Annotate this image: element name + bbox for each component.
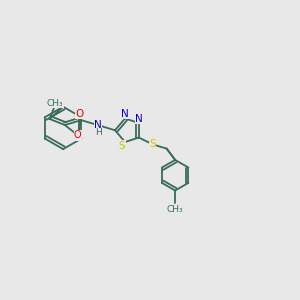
Text: CH₃: CH₃ bbox=[47, 99, 64, 108]
Text: S: S bbox=[119, 141, 125, 151]
Text: N: N bbox=[121, 109, 129, 119]
Text: CH₃: CH₃ bbox=[167, 205, 183, 214]
Text: H: H bbox=[95, 128, 101, 137]
Text: N: N bbox=[94, 120, 102, 130]
Text: N: N bbox=[135, 114, 143, 124]
Text: O: O bbox=[74, 130, 82, 140]
Text: O: O bbox=[75, 109, 83, 119]
Text: S: S bbox=[149, 140, 156, 149]
